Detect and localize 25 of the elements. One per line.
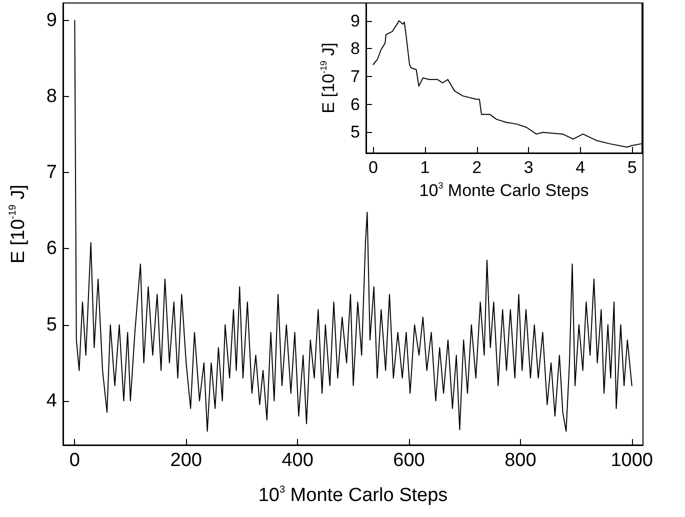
x-tick-label: 2	[472, 158, 482, 177]
x-tick-label: 800	[504, 450, 536, 471]
x-tick-label: 3	[524, 158, 534, 177]
x-tick-label: 400	[282, 450, 314, 471]
x-tick-label: 600	[393, 450, 425, 471]
x-tick-label: 200	[170, 450, 202, 471]
x-tick-label: 1	[420, 158, 430, 177]
y-tick-label: 8	[350, 39, 360, 58]
y-axis-title: E [10-19 J]	[8, 184, 29, 264]
x-tick-label: 5	[627, 158, 637, 177]
y-tick-label: 7	[46, 162, 57, 184]
y-tick-label: 5	[46, 314, 57, 336]
x-tick-label: 0	[69, 450, 80, 471]
y-tick-label: 7	[350, 66, 360, 86]
y-tick-label: 4	[46, 390, 58, 412]
y-tick-label: 8	[46, 86, 57, 108]
y-tick-label: 9	[350, 11, 360, 30]
x-tick-label: 1000	[610, 450, 653, 471]
x-tick-label: 0	[368, 158, 378, 177]
y-tick-label: 6	[46, 238, 57, 260]
y-tick-label: 9	[46, 10, 57, 31]
y-tick-label: 6	[350, 94, 360, 114]
y-axis-title: E [10-19 J]	[318, 42, 338, 114]
x-tick-label: 4	[576, 158, 586, 177]
y-tick-label: 5	[350, 122, 360, 142]
